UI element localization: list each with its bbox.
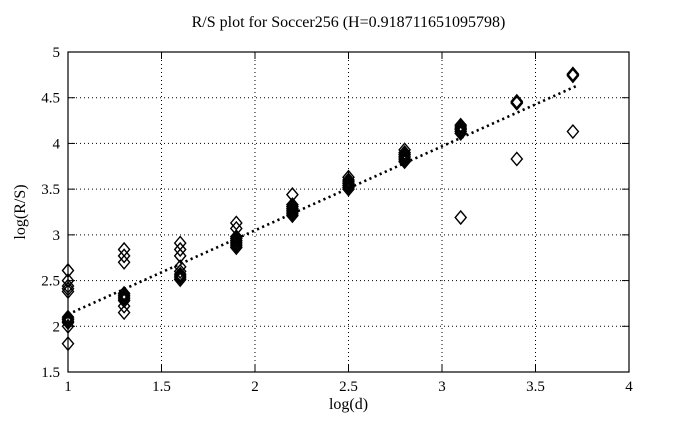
data-point-diamond <box>61 278 75 294</box>
data-point-diamond <box>510 151 524 167</box>
y-tick-label: 4 <box>53 136 61 152</box>
data-point-diamond <box>117 241 131 258</box>
x-tick-label: 1.5 <box>152 379 171 395</box>
data-point-diamond <box>566 123 580 140</box>
y-tick-label: 2 <box>53 319 61 335</box>
data-point-diamond <box>117 248 131 264</box>
data-point-diamond <box>61 272 75 289</box>
data-point-diamond <box>117 254 131 270</box>
chart-title: R/S plot for Soccer256 (H=0.918711651095… <box>191 14 506 31</box>
data-point-diamond <box>454 117 468 133</box>
trend-line <box>67 83 580 316</box>
data-point-diamond <box>61 309 75 325</box>
data-point-diamond <box>285 187 299 203</box>
data-point-diamond <box>229 230 243 247</box>
data-point-diamond <box>173 241 187 258</box>
data-point-diamond <box>117 298 131 314</box>
data-point-diamond <box>342 172 355 188</box>
x-tick-label: 3 <box>438 379 446 395</box>
data-point-diamond <box>398 142 412 158</box>
y-tick-label: 3 <box>53 228 61 244</box>
x-tick-label: 2.5 <box>339 379 358 395</box>
y-tick-label: 5 <box>53 45 61 61</box>
data-point-diamond <box>61 336 75 352</box>
data-point-diamond <box>173 235 187 251</box>
data-point-diamond <box>229 229 243 245</box>
data-point-diamond <box>229 220 243 237</box>
y-tick-label: 1.5 <box>41 365 60 381</box>
x-tick-label: 1 <box>64 379 72 395</box>
data-point-diamond <box>117 287 131 303</box>
data-point-diamond <box>454 209 468 226</box>
data-point-diamond <box>117 285 131 301</box>
data-point-diamond <box>398 144 412 161</box>
data-point-diamond <box>454 119 468 135</box>
y-tick-label: 2.5 <box>41 274 60 290</box>
data-point-diamond <box>61 283 75 300</box>
data-point-diamond <box>342 169 355 185</box>
x-tick-label: 2 <box>251 379 259 395</box>
y-tick-label: 4.5 <box>41 91 60 107</box>
plot-border <box>67 51 630 373</box>
data-point-diamond <box>173 248 187 264</box>
data-point-diamond <box>61 262 75 279</box>
data-point-diamond <box>566 66 580 82</box>
data-point-diamond <box>229 215 243 231</box>
data-point-diamond <box>173 266 187 282</box>
x-tick-label: 3.5 <box>526 379 545 395</box>
data-point-diamond <box>173 259 187 275</box>
data-point-diamond <box>117 304 131 321</box>
x-tick-label: 4 <box>625 379 633 395</box>
data-point-diamond <box>61 281 75 297</box>
data-point-diamond <box>61 311 75 327</box>
data-point-diamond <box>510 93 524 109</box>
y-tick-label: 3.5 <box>41 182 60 198</box>
x-axis-label: log(d) <box>328 396 369 413</box>
data-point-diamond <box>285 197 299 213</box>
data-point-diamond <box>285 198 299 215</box>
